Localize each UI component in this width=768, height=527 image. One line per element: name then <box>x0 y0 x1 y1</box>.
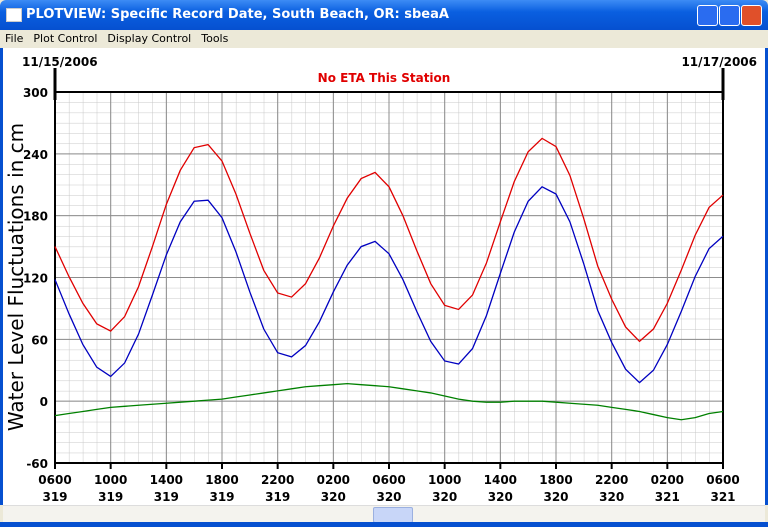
x-tick-label: 0600 320 <box>372 473 406 504</box>
x-tick-label: 0200 321 <box>650 473 685 504</box>
x-tick-label: 2200 319 <box>260 473 295 504</box>
x-tick-label: 0600 321 <box>706 473 740 504</box>
series-line <box>54 186 724 384</box>
plot-frame <box>54 91 724 464</box>
menu-item[interactable]: Plot Control <box>33 32 98 45</box>
menu-item[interactable]: File <box>5 32 24 45</box>
end-date: 11/17/2006 <box>681 55 757 69</box>
x-tick-label: 1800 320 <box>539 473 573 504</box>
y-tick-label: 60 <box>31 333 48 347</box>
x-tick-label: 1000 319 <box>93 473 128 504</box>
chart: 11/15/2006 11/17/2006 No ETA This Statio… <box>4 55 757 471</box>
y-tick-label: -60 <box>26 457 48 471</box>
y-tick-label: 0 <box>40 395 48 409</box>
menu-bar: File Plot Control Display Control Tools <box>0 30 768 48</box>
title-bar: PLOTVIEW: Specific Record Date, South Be… <box>0 0 768 30</box>
y-tick-label: 300 <box>23 86 48 100</box>
window-border <box>0 522 768 527</box>
x-tick-label: 1400 319 <box>149 473 184 504</box>
horizontal-scrollbar[interactable] <box>3 505 765 523</box>
app-icon <box>6 8 22 22</box>
close-button[interactable] <box>741 5 762 26</box>
y-tick-label: 180 <box>23 210 48 224</box>
menu-item[interactable]: Display Control <box>107 32 192 45</box>
maximize-button[interactable] <box>719 5 740 26</box>
menu-item[interactable]: Tools <box>201 32 229 45</box>
x-tick-label: 0600 319 <box>38 473 72 504</box>
x-tick-label: 1000 320 <box>427 473 462 504</box>
x-tick-label: 2200 320 <box>594 473 629 504</box>
x-tick-label: 0200 320 <box>316 473 351 504</box>
y-axis-title: Water Level Fluctuations in cm <box>4 123 28 431</box>
x-tick-label: 1800 319 <box>205 473 239 504</box>
series-line <box>54 382 724 421</box>
y-tick-label: 240 <box>23 148 48 162</box>
y-tick-label: 120 <box>23 272 48 286</box>
minimize-button[interactable] <box>697 5 718 26</box>
x-tick-label: 1400 320 <box>483 473 518 504</box>
start-date: 11/15/2006 <box>22 55 98 69</box>
series-line <box>54 137 724 343</box>
window-title: PLOTVIEW: Specific Record Date, South Be… <box>26 7 449 22</box>
scroll-thumb[interactable] <box>373 507 413 523</box>
chart-subtitle: No ETA This Station <box>318 71 451 85</box>
